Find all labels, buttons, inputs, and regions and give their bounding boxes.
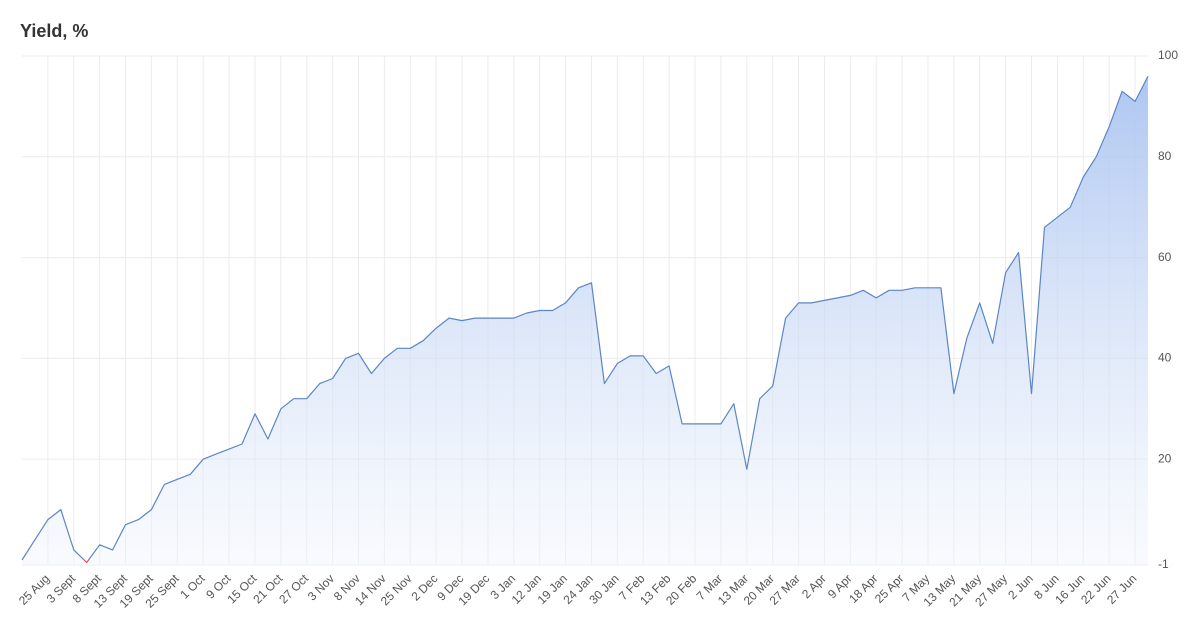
- x-tick-label: 2 Apr: [799, 571, 829, 601]
- y-tick-label: 20: [1158, 451, 1172, 465]
- y-tick-label: 80: [1158, 149, 1172, 163]
- y-tick-label: 40: [1158, 351, 1172, 365]
- x-tick-label: 3 Nov: [305, 571, 337, 603]
- x-tick-label: 27 Oct: [276, 571, 311, 606]
- x-tick-label: 2 Jun: [1005, 571, 1036, 602]
- x-tick-label: 27 Jun: [1104, 571, 1139, 606]
- area-fill: [22, 76, 1148, 565]
- x-tick-label: 25 Apr: [872, 571, 906, 605]
- y-tick-label: -1: [1158, 557, 1169, 571]
- y-tick-label: 60: [1158, 250, 1172, 264]
- y-tick-label: 100: [1158, 48, 1178, 62]
- x-tick-label: 30 Jan: [586, 571, 621, 606]
- line: [21, 75, 1149, 564]
- x-tick-label: 1 Oct: [177, 571, 208, 602]
- x-tick-label: 2 Dec: [408, 571, 440, 603]
- x-tick-label: 25 Aug: [16, 571, 52, 607]
- chart-title: Yield, %: [20, 21, 88, 41]
